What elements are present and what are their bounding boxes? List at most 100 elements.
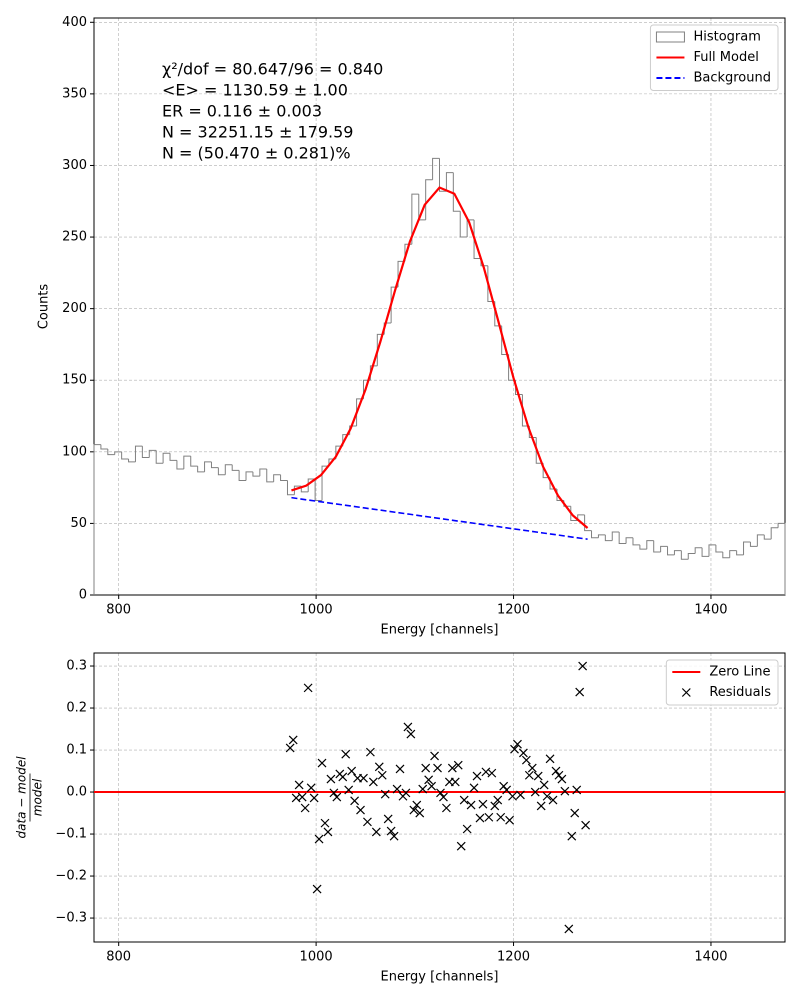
histogram-bin	[722, 552, 730, 559]
residual-marker	[557, 774, 567, 784]
residual-marker	[418, 784, 428, 794]
residual-marker	[564, 924, 574, 934]
histogram-bin	[770, 527, 779, 540]
residual-marker	[314, 834, 324, 844]
residual-marker	[377, 770, 387, 780]
residual-marker	[433, 763, 442, 773]
residual-marker	[326, 774, 336, 784]
legend-label: Histogram	[693, 30, 760, 45]
histogram-bin	[604, 534, 613, 542]
y-tick-label: 350	[62, 86, 87, 101]
histogram-bin	[763, 534, 772, 540]
residual-marker	[356, 805, 365, 815]
histogram-bin	[307, 478, 316, 492]
histogram-bin	[128, 458, 136, 463]
residual-marker	[323, 827, 333, 837]
y-tick-label: 0.1	[66, 743, 87, 758]
histogram-bin	[293, 485, 302, 495]
histogram-bin	[694, 547, 703, 554]
residual-marker	[456, 841, 466, 851]
y-tick-label: 50	[70, 516, 87, 531]
residual-marker	[303, 683, 313, 693]
residual-marker	[536, 801, 546, 811]
histogram-bin	[618, 532, 627, 544]
y-tick-label: 300	[62, 158, 87, 173]
residual-marker	[466, 800, 476, 810]
histogram-bin	[148, 449, 157, 458]
histogram-bin	[777, 522, 786, 595]
y-tick-label: 0.2	[66, 701, 87, 716]
histogram-bin	[425, 179, 433, 220]
legend: Histogram Full Model Background	[649, 24, 779, 91]
histogram-bin	[611, 531, 620, 541]
histogram-bin	[286, 480, 295, 496]
residual-marker	[510, 744, 519, 754]
residual-marker	[401, 788, 411, 798]
histogram-bin	[183, 455, 191, 470]
histogram-bin	[217, 467, 226, 476]
residual-marker	[380, 789, 390, 799]
residual-marker	[365, 747, 375, 757]
histogram-bin	[252, 471, 260, 477]
plot-area: χ²/dof = 80.647/96 = 0.840 <E> = 1130.59 …	[93, 60, 786, 595]
legend: Zero Line Residuals	[665, 659, 779, 706]
x-tick-label: 1200	[497, 603, 530, 618]
y-tick-label: −0.2	[55, 869, 87, 884]
histogram-bin	[646, 540, 654, 550]
histogram-bin	[584, 514, 592, 532]
residual-marker	[545, 754, 555, 764]
histogram-bin	[266, 469, 274, 483]
residual-marker	[371, 827, 381, 837]
residual-marker	[363, 817, 372, 827]
residual-marker	[551, 766, 561, 776]
y-label-numerator: data − model	[15, 756, 29, 839]
residual-marker	[430, 751, 439, 761]
x-tick-label: 1000	[300, 603, 333, 618]
residual-marker	[521, 755, 531, 765]
residual-marker	[447, 763, 457, 773]
histogram-bin	[736, 550, 744, 556]
residual-marker	[436, 788, 445, 798]
residual-marker	[567, 831, 577, 841]
x-tick-label: 800	[106, 603, 131, 618]
histogram-bin	[204, 461, 212, 472]
histogram-bin	[210, 461, 219, 469]
residual-marker	[421, 763, 431, 773]
y-tick-label: 150	[62, 373, 87, 388]
histogram-bin	[162, 452, 171, 464]
residual-marker	[389, 831, 399, 841]
histogram-bin	[459, 211, 468, 238]
histogram-bin	[107, 448, 115, 456]
histogram-bin	[197, 466, 205, 473]
histogram-bin	[452, 172, 461, 212]
histogram-bin	[280, 474, 288, 481]
axes: 800 1000 1200 1400 −0.3 −0.2 −0.1 0.0 0.1 0.2 0.3 E…	[15, 652, 786, 985]
residual-marker	[490, 801, 500, 811]
histogram-bin	[231, 464, 240, 471]
axes: 800 1000 1200 1400 0 50 100 150 200 250 300 350 400 E…	[37, 15, 786, 638]
residual-marker	[427, 781, 437, 791]
residual-marker	[581, 820, 591, 830]
x-tick-label: 1400	[694, 603, 727, 618]
histogram-bin	[259, 468, 267, 477]
histogram-bin	[756, 534, 765, 547]
residual-marker	[285, 743, 295, 753]
residual-marker	[575, 687, 585, 697]
histogram-bin	[708, 544, 716, 557]
histogram-bin	[141, 446, 150, 459]
residual-marker	[368, 777, 378, 787]
residual-marker	[392, 784, 402, 794]
residual-marker	[288, 735, 298, 745]
y-tick-label: 400	[62, 15, 87, 30]
y-tick-label: 100	[62, 444, 87, 459]
residual-marker	[306, 783, 316, 793]
histogram-bin	[639, 544, 647, 550]
legend-label: Residuals	[709, 685, 771, 700]
residual-marker	[572, 785, 582, 795]
histogram-bin	[190, 456, 198, 467]
residual-marker	[539, 780, 549, 790]
histogram-bin	[169, 453, 177, 461]
residual-marker	[496, 812, 506, 822]
residual-marker	[513, 739, 522, 749]
x-tick-label: 1400	[694, 950, 727, 965]
